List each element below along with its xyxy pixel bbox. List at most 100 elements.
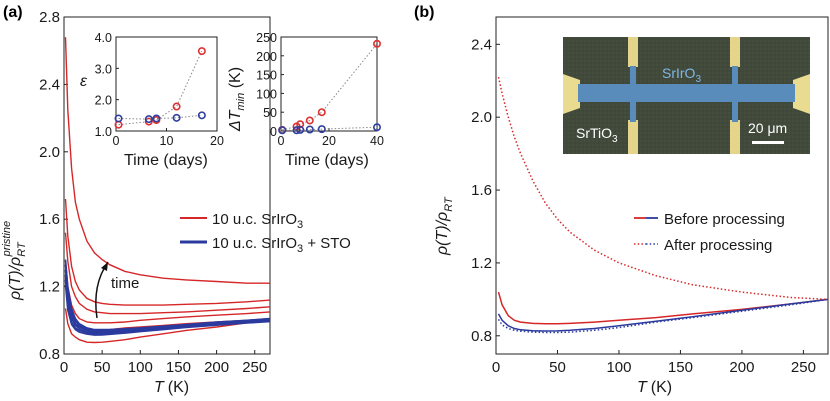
micro-pad-left: [563, 74, 580, 114]
id-ytick-label-0: 0: [270, 125, 277, 139]
id-ytick-label-5: 250: [256, 31, 277, 45]
id-point-red-4: [317, 108, 326, 117]
id-point-blue-4: [317, 125, 326, 134]
ie-xtick-label-1: 10: [160, 134, 174, 148]
micro-sto-sub: 3: [612, 134, 618, 145]
panel-b-xlabel-unit: (K): [651, 379, 672, 396]
micro-arm2: [732, 66, 738, 122]
micro-pad-bot1: [628, 120, 638, 154]
ie-point-red-4: [197, 47, 206, 56]
pa-ytick-label-5: 2.8: [39, 9, 60, 26]
pa-xtick-label-4: 200: [204, 359, 229, 376]
ie-xtick-label-0: 0: [113, 134, 120, 148]
micro-pad-top2: [730, 37, 740, 67]
legend-red-label: 10 u.c. SrIrO3: [212, 211, 303, 231]
pa-red-4: [64, 261, 271, 324]
panel-a-ylabel-sup: pristine: [1, 221, 13, 257]
inset-eps-xlabel: Time (days): [124, 152, 208, 169]
panel-b-xlabel-var: T: [637, 379, 648, 396]
panel-b-legend: Before processing After processing: [634, 211, 785, 254]
pb-xtick-label-4: 200: [729, 359, 754, 376]
pb-xtick-label-0: 0: [492, 359, 500, 376]
pb-xtick-label-1: 50: [549, 359, 566, 376]
id-ytick-label-2: 100: [256, 87, 277, 101]
micro-label-sio: SrIrO3: [662, 65, 701, 85]
inset-eps-ticks: 0 10 20 1.0 2.0 3.0 4.0: [95, 31, 224, 148]
legend-blue-label: 10 u.c. SrIrO3 + STO: [212, 235, 351, 255]
pb-before-red: [497, 291, 829, 325]
pa-xtick-label-1: 50: [94, 359, 111, 376]
id-ytick-label-1: 50: [263, 106, 277, 120]
id-point-red-3: [305, 116, 314, 125]
ie-xtick-label-2: 20: [210, 134, 224, 148]
inset-eps-data: [114, 47, 206, 129]
id-point-blue-2: [296, 125, 305, 134]
pb-ytick-label-2: 1.6: [471, 182, 492, 199]
ie-ytick-label-1: 2.0: [95, 94, 112, 108]
panel-a-frame: [63, 16, 271, 355]
pa-ytick-label-3: 2.0: [39, 144, 60, 161]
panel-a-xlabel-unit: (K): [168, 379, 189, 396]
pa-ytick-label-1: 1.2: [39, 279, 60, 296]
pb-after-blue: [497, 298, 829, 334]
legend-blue-text: 10 u.c. SrIrO: [212, 235, 297, 252]
id-xtick-label-1: 20: [322, 134, 336, 148]
id-ytick-label-3: 150: [256, 69, 277, 83]
micro-pad-top1: [628, 37, 638, 67]
legend-blue-sub: 3: [297, 243, 303, 255]
inset-dt-data: [278, 39, 381, 135]
inset-dt-frame: [280, 36, 378, 132]
ie-ytick-label-3: 4.0: [95, 31, 112, 45]
pa-ytick-label-2: 1.6: [39, 211, 60, 228]
id-ytick-label-4: 200: [256, 50, 277, 64]
panel-b-plot: 0 50 100 150 200 250 0.8 1.2 1.6 2.0 2.4: [471, 16, 829, 376]
inset-epsilon: 0 10 20 1.0 2.0 3.0 4.0 ε Time (days): [80, 31, 224, 169]
pb-before-blue: [497, 298, 829, 332]
micro-pad-right: [793, 74, 810, 114]
ie-ytick-label-2: 3.0: [95, 62, 112, 76]
pa-red-3: [64, 232, 271, 315]
ie-point-blue-4: [197, 111, 206, 120]
id-point-blue-5: [372, 123, 381, 132]
panel-a-ylabel-num: ρ(T)/ρ: [7, 257, 24, 301]
id-point-red-5: [372, 39, 381, 48]
micro-sto-text: SrTiO: [576, 125, 612, 141]
ie-ytick-label-0: 1.0: [95, 125, 112, 139]
micrograph: SrIrO3 SrTiO3 20 μm: [563, 37, 810, 154]
micro-label-sto: SrTiO3: [576, 125, 618, 145]
pb-ytick-label-3: 2.0: [471, 109, 492, 126]
pb-ytick-label-0: 0.8: [471, 328, 492, 345]
micro-scale-bar: [752, 141, 784, 144]
ie-fit-blue: [118, 114, 202, 120]
pb-ytick-label-1: 1.2: [471, 255, 492, 272]
pa-ytick-label-0: 0.8: [39, 346, 60, 363]
id-xtick-label-0: 0: [278, 134, 285, 148]
micro-sio-sub: 3: [695, 74, 701, 85]
time-label: time: [111, 275, 139, 292]
pa-ytick-label-4: 2.4: [39, 76, 60, 93]
panel-b-ticks: 0 50 100 150 200 250 0.8 1.2 1.6 2.0 2.4: [471, 36, 816, 376]
inset-eps-ylabel: ε: [80, 73, 88, 90]
time-arrow: time: [95, 261, 139, 319]
pa-blue-6: [64, 284, 271, 336]
panel-a-label: (a): [3, 4, 23, 21]
panel-a-xlabel: T (K): [154, 379, 189, 396]
pa-red-1: [64, 37, 270, 284]
micro-scale-label: 20 μm: [748, 120, 787, 136]
panel-b-xlabel: T (K): [637, 379, 672, 396]
pa-red-6: [64, 308, 271, 344]
pa-xtick-label-0: 0: [60, 359, 68, 376]
panel-b-label: (b): [414, 4, 434, 21]
legend-blue-extra: + STO: [303, 235, 351, 252]
pb-xtick-label-3: 150: [668, 359, 693, 376]
pb-after-red: [497, 76, 829, 301]
pb-xtick-label-5: 250: [791, 359, 816, 376]
ie-point-blue-0: [114, 114, 123, 123]
legend-after-text: After processing: [664, 237, 772, 254]
micro-sio-text: SrIrO: [662, 65, 696, 81]
inset-dt-ylabel-main: ΔT: [227, 109, 244, 132]
